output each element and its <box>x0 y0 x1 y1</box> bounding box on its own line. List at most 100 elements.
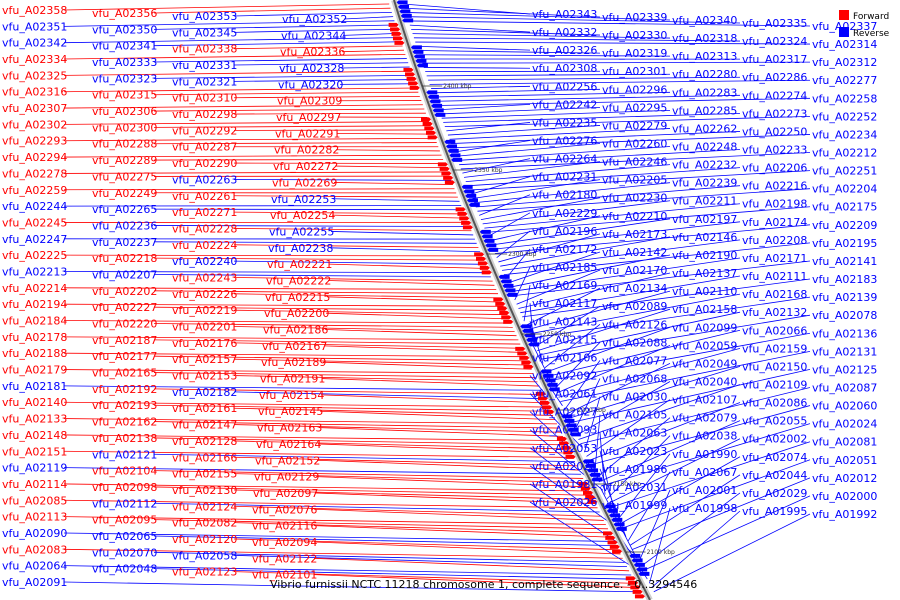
gene-label-left: vfu_A02255 <box>269 225 334 238</box>
gene-label-left: vfu_A02259 <box>2 184 67 197</box>
gene-label-left: vfu_A02112 <box>92 497 157 510</box>
gene-label-right: vfu_A02141 <box>812 255 877 268</box>
connector-line <box>486 206 811 233</box>
connector-line <box>477 188 811 212</box>
gene-label-left: vfu_A02076 <box>252 503 317 516</box>
gene-label-left: vfu_A02219 <box>172 304 237 317</box>
connector-line <box>469 170 811 191</box>
gene-label-right: vfu_A02295 <box>602 101 667 114</box>
gene-label-right: vfu_A02251 <box>812 165 877 178</box>
connector-line <box>63 271 490 274</box>
forward-gene-arrow <box>420 117 431 122</box>
gene-label-right: vfu_A02248 <box>672 141 737 154</box>
reverse-gene-arrow <box>431 103 443 108</box>
connector-line <box>153 323 513 328</box>
gene-label-right: vfu_A01995 <box>742 505 807 518</box>
gene-label-right: vfu_A02142 <box>602 246 667 259</box>
connector-line <box>153 91 419 96</box>
connector-line <box>63 352 526 358</box>
gene-label-left: vfu_A02287 <box>172 141 237 154</box>
gene-label-right: vfu_A02197 <box>672 213 737 226</box>
connector-line <box>443 112 741 123</box>
forward-gene-arrow <box>544 409 555 414</box>
gene-label-right: vfu_A02242 <box>532 98 597 111</box>
legend-forward-label: Forward <box>853 12 889 22</box>
gene-label-left: vfu_A02148 <box>2 429 67 442</box>
gene-label-left: vfu_A02328 <box>279 62 344 75</box>
forward-gene-arrow <box>497 306 508 311</box>
connector-line <box>333 182 453 185</box>
connector-line <box>428 76 741 81</box>
reverse-gene-arrow <box>397 4 409 9</box>
connector-line <box>63 565 632 576</box>
gene-label-left: vfu_A02189 <box>261 356 326 369</box>
connector-line <box>153 568 634 580</box>
connector-line <box>619 456 741 525</box>
connector-line <box>233 571 636 584</box>
connector-line <box>584 396 601 453</box>
gene-label-left: vfu_A02227 <box>92 301 157 314</box>
gene-label-left: vfu_A02254 <box>270 209 335 222</box>
legend: Forward Reverse <box>839 10 890 39</box>
gene-label-right: vfu_A02143 <box>532 315 597 328</box>
gene-label-left: vfu_A02147 <box>172 419 237 432</box>
connector-line <box>63 369 534 374</box>
forward-gene-arrow <box>561 445 572 450</box>
gene-label-left: vfu_A02320 <box>278 78 343 91</box>
forward-gene-arrow <box>437 162 448 167</box>
connector-line <box>611 441 811 508</box>
gene-label-left: vfu_A02350 <box>92 23 157 36</box>
gene-label-left: vfu_A02307 <box>2 102 67 115</box>
connector-line <box>315 476 588 488</box>
connector-line <box>554 342 601 390</box>
gene-label-right: vfu_A02174 <box>742 216 807 229</box>
connector-line <box>233 309 508 316</box>
connector-line <box>233 375 538 383</box>
gene-label-left: vfu_A02120 <box>172 533 237 546</box>
connector-line <box>413 37 741 42</box>
connector-line <box>493 221 741 250</box>
gene-label-left: vfu_A02192 <box>92 383 157 396</box>
reverse-gene-arrow <box>633 562 645 567</box>
reverse-gene-arrow <box>451 157 463 162</box>
gene-label-right: vfu_A02068 <box>602 372 667 385</box>
forward-gene-arrow <box>609 544 620 549</box>
gene-label-right: vfu_A02077 <box>602 354 667 367</box>
gene-label-right: vfu_A02204 <box>812 183 877 196</box>
gene-label-right: vfu_A02252 <box>812 110 877 123</box>
connector-line <box>233 112 426 115</box>
gene-label-right: vfu_A01998 <box>672 502 737 515</box>
gene-label-right: vfu_A02024 <box>812 418 877 431</box>
gene-label-left: vfu_A02182 <box>172 386 237 399</box>
reverse-gene-arrow <box>636 567 648 572</box>
gene-label-right: vfu_A02171 <box>742 252 807 265</box>
gene-label-right: vfu_A01986 <box>602 463 667 476</box>
connector-line <box>63 121 429 125</box>
gene-label-left: vfu_A02155 <box>172 468 237 481</box>
gene-label-left: vfu_A02292 <box>172 124 237 137</box>
connector-line <box>331 214 467 219</box>
gene-label-right: vfu_A02044 <box>742 469 807 482</box>
connector-line <box>431 85 531 89</box>
connector-line <box>341 49 404 53</box>
reverse-gene-arrow <box>506 292 518 297</box>
connector-line <box>529 501 646 576</box>
connector-line <box>153 274 491 278</box>
connector-line <box>435 94 741 102</box>
connector-line <box>233 473 586 484</box>
gene-label-right: vfu_A02235 <box>532 116 597 129</box>
forward-gene-arrow <box>625 576 636 581</box>
gene-label-left: vfu_A02130 <box>172 484 237 497</box>
gene-label-right: vfu_A02110 <box>672 285 737 298</box>
left-gene-labels: vfu_A02358 vfu_A02356 vfu_A02353 vfu_A02352… <box>2 4 347 589</box>
gene-label-left: vfu_A02083 <box>2 543 67 556</box>
connector-line <box>153 519 608 530</box>
connector-line <box>313 541 621 555</box>
forward-gene-arrow <box>630 585 641 590</box>
gene-label-right: vfu_A01992 <box>812 508 877 521</box>
gene-label-right: vfu_A02343 <box>532 8 597 21</box>
forward-gene-arrow <box>556 436 567 441</box>
gene-label-left: vfu_A02200 <box>264 307 329 320</box>
gene-label-left: vfu_A02070 <box>92 546 157 559</box>
gene-label-right: vfu_A02233 <box>742 144 807 157</box>
